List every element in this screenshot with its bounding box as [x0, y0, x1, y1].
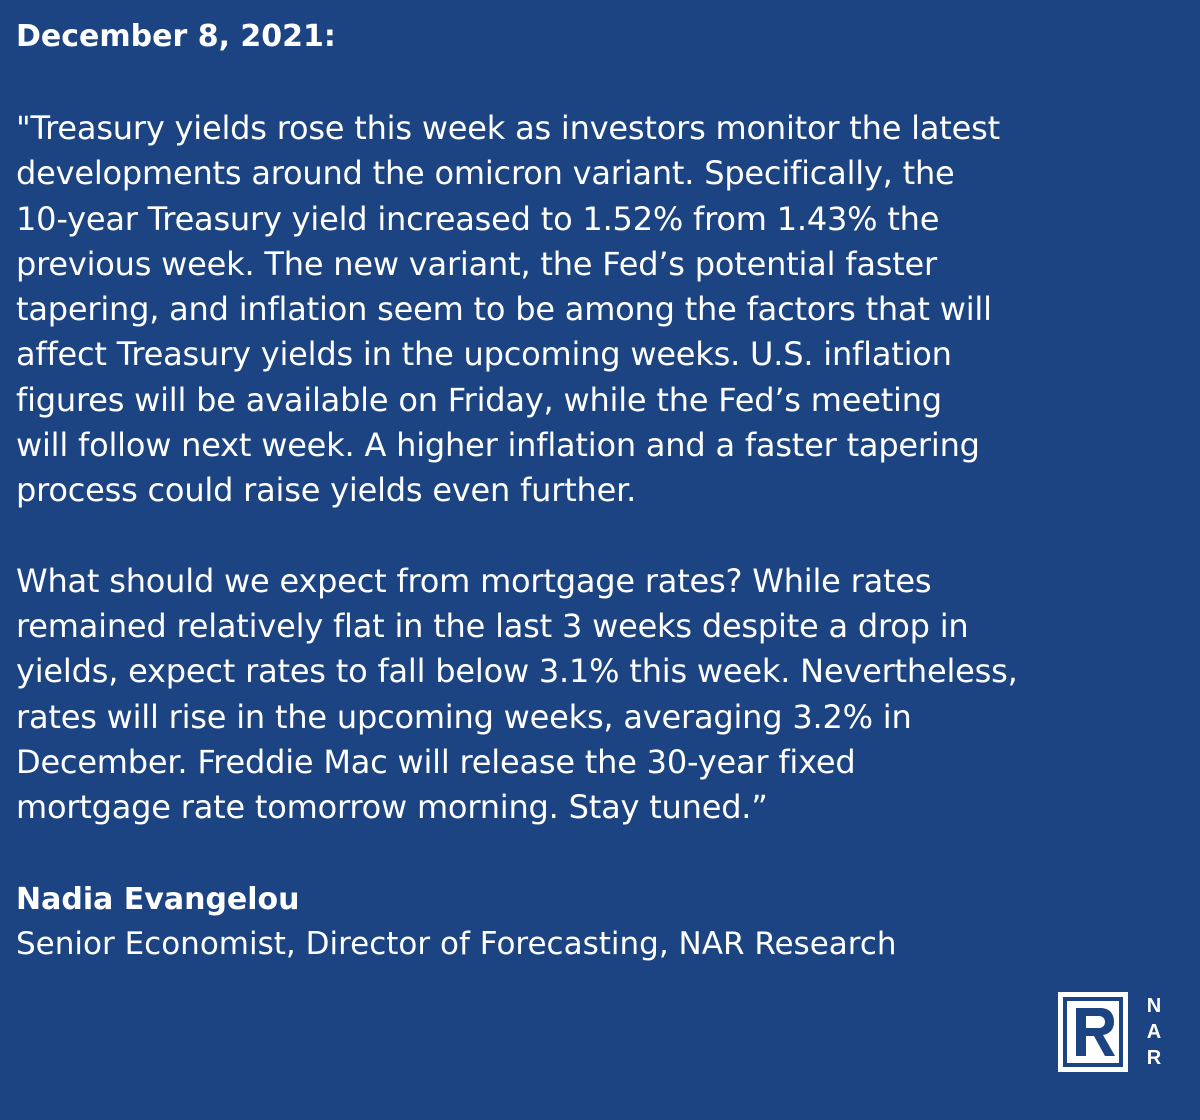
logo-letter-a: A: [1147, 1021, 1161, 1043]
author-title: Senior Economist, Director of Forecastin…: [16, 926, 897, 963]
quote-paragraph-1: "Treasury yields rose this week as inves…: [16, 109, 1000, 510]
date-heading: December 8, 2021:: [16, 19, 336, 54]
logo-letter-n: N: [1147, 995, 1161, 1017]
author-name: Nadia Evangelou: [16, 882, 300, 918]
nar-logo-icon: N A R: [1058, 992, 1162, 1072]
logo-letter-r: R: [1147, 1047, 1162, 1069]
quote-paragraph-2: What should we expect from mortgage rate…: [16, 561, 1018, 827]
paragraph-spacer: [16, 514, 1186, 559]
quote-card: December 8, 2021: "Treasury yields rose …: [16, 16, 1186, 966]
